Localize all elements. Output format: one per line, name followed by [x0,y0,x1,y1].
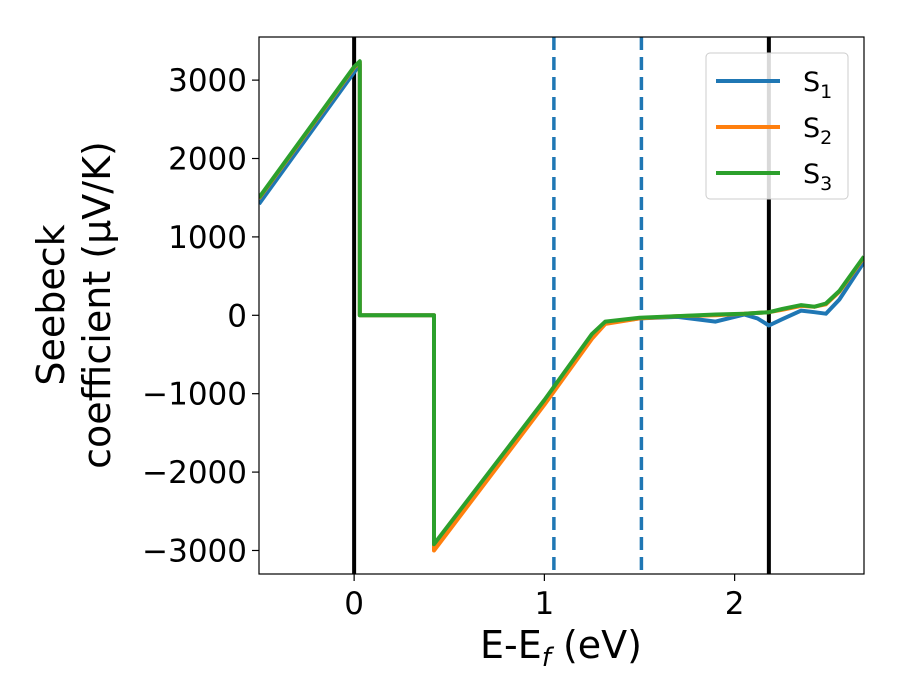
y-axis-label-line2: coefficient (μV/K) [75,141,119,469]
x-tick-label: 1 [535,586,555,622]
y-tick-label: −1000 [142,377,247,413]
x-tick-label: 0 [344,586,364,622]
y-tick-label: 3000 [168,63,247,99]
y-tick-label: −3000 [142,533,247,569]
legend-label-3: S3 [803,159,832,195]
y-tick-label: 1000 [168,220,247,256]
legend: S1 S2 S3 [705,52,849,200]
legend-label-2: S2 [803,113,832,149]
y-tick-label: 0 [227,298,247,334]
y-axis-label: Seebeck coefficient (μV/K) [29,141,119,469]
legend-label-1: S1 [803,67,832,103]
y-tick-label: −2000 [142,455,247,491]
plot-frame [258,36,865,575]
x-axis: 0 1 2 [344,574,744,622]
x-tick-label: 2 [725,586,745,622]
y-axis-label-line1: Seebeck [29,224,73,385]
x-axis-label: E-Ef (eV) [480,623,642,673]
y-tick-label: 2000 [168,142,247,178]
y-axis: 3000 2000 1000 0 −1000 −2000 −3000 [142,63,259,569]
series-line-3 [259,59,864,547]
